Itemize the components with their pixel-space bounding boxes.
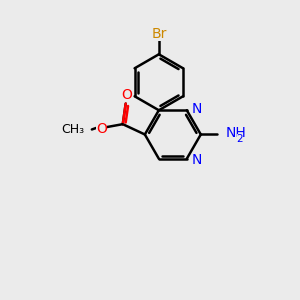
Text: Br: Br (151, 27, 166, 41)
Text: O: O (122, 88, 133, 102)
Text: NH: NH (226, 126, 247, 140)
Text: N: N (192, 102, 202, 116)
Text: O: O (96, 122, 107, 136)
Text: CH₃: CH₃ (61, 123, 85, 136)
Text: N: N (192, 153, 202, 167)
Text: 2: 2 (237, 134, 243, 144)
